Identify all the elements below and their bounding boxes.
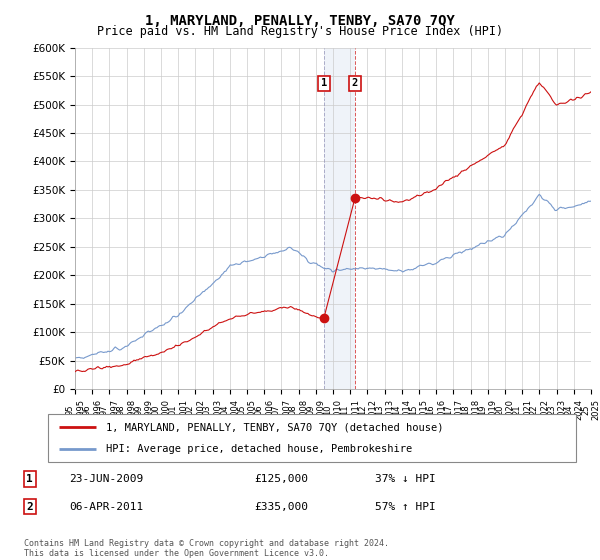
Text: 37% ↓ HPI: 37% ↓ HPI [375, 474, 436, 484]
Text: £335,000: £335,000 [254, 502, 308, 512]
Text: Price paid vs. HM Land Registry's House Price Index (HPI): Price paid vs. HM Land Registry's House … [97, 25, 503, 38]
Text: 1, MARYLAND, PENALLY, TENBY, SA70 7QY: 1, MARYLAND, PENALLY, TENBY, SA70 7QY [145, 14, 455, 28]
Text: HPI: Average price, detached house, Pembrokeshire: HPI: Average price, detached house, Pemb… [106, 444, 412, 454]
Text: 1: 1 [26, 474, 33, 484]
Text: 06-APR-2011: 06-APR-2011 [70, 502, 144, 512]
Text: 23-JUN-2009: 23-JUN-2009 [70, 474, 144, 484]
FancyBboxPatch shape [48, 414, 576, 462]
Text: 1: 1 [321, 78, 327, 88]
Text: Contains HM Land Registry data © Crown copyright and database right 2024.
This d: Contains HM Land Registry data © Crown c… [24, 539, 389, 558]
Bar [324, 48, 355, 389]
Text: 2: 2 [26, 502, 33, 512]
Text: 1, MARYLAND, PENALLY, TENBY, SA70 7QY (detached house): 1, MARYLAND, PENALLY, TENBY, SA70 7QY (d… [106, 422, 443, 432]
Text: 2: 2 [352, 78, 358, 88]
Text: 57% ↑ HPI: 57% ↑ HPI [375, 502, 436, 512]
Text: £125,000: £125,000 [254, 474, 308, 484]
